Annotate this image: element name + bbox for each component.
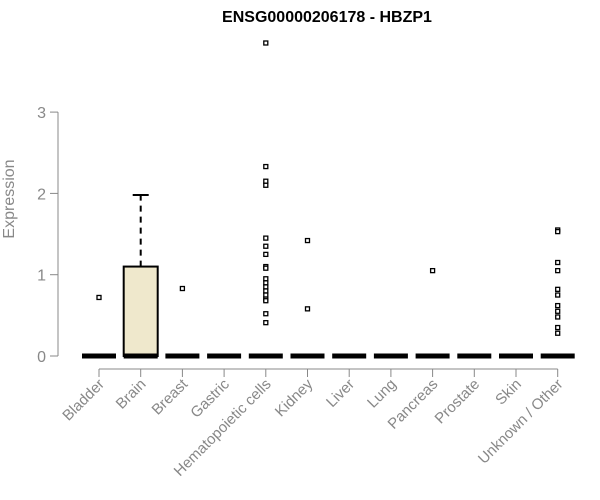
outlier-point: [555, 314, 561, 320]
outlier-point: [263, 235, 269, 241]
outlier-point: [263, 276, 269, 282]
outlier-point: [263, 40, 269, 46]
outlier-point: [555, 228, 561, 235]
outlier-point: [555, 292, 561, 298]
outlier-point: [263, 320, 269, 326]
y-axis-label: Expression: [1, 159, 18, 238]
boxes: [82, 194, 575, 359]
outlier-point: [555, 259, 561, 266]
outlier-point: [263, 311, 269, 317]
category-label: Skin: [492, 376, 525, 409]
outlier-point: [263, 163, 269, 170]
outlier-point: [555, 267, 561, 274]
x-axis: [98, 368, 559, 377]
category-label: Lung: [364, 376, 400, 412]
outlier-point: [304, 237, 311, 244]
category-label: Brain: [113, 376, 150, 413]
outlier-point: [263, 284, 269, 290]
outlier-point: [263, 298, 269, 304]
outlier-point: [263, 265, 269, 271]
outlier-point: [555, 324, 561, 331]
box-rect: [122, 265, 159, 358]
outlier-point: [263, 288, 269, 294]
outlier-points: [96, 40, 561, 336]
category-label: Bladder: [59, 376, 108, 425]
outlier-point: [179, 285, 186, 292]
outlier-point: [263, 243, 269, 249]
outlier-point: [263, 182, 269, 188]
outlier-point: [555, 286, 561, 292]
outlier-point: [96, 294, 102, 301]
outlier-point: [263, 251, 269, 258]
outlier-point: [429, 267, 436, 274]
category-label: Prostate: [432, 376, 484, 428]
y-tick-label: 3: [37, 105, 46, 122]
outlier-point: [555, 302, 561, 309]
outlier-point: [555, 330, 561, 336]
box-brain: [122, 194, 159, 359]
category-label: Liver: [323, 376, 358, 411]
chart-title: ENSG00000206178 - HBZP1: [222, 9, 432, 26]
category-label: Kidney: [272, 375, 317, 420]
outlier-point: [555, 308, 561, 314]
outlier-point: [263, 292, 269, 298]
y-tick-label: 1: [37, 268, 46, 285]
outlier-point: [304, 306, 311, 312]
y-axis: 0 1 2 3: [37, 105, 59, 366]
y-tick-label: 0: [37, 349, 46, 366]
y-tick-label: 2: [37, 186, 46, 203]
category-label: Breast: [149, 375, 192, 418]
outlier-point: [263, 178, 269, 184]
outlier-point: [263, 280, 269, 286]
